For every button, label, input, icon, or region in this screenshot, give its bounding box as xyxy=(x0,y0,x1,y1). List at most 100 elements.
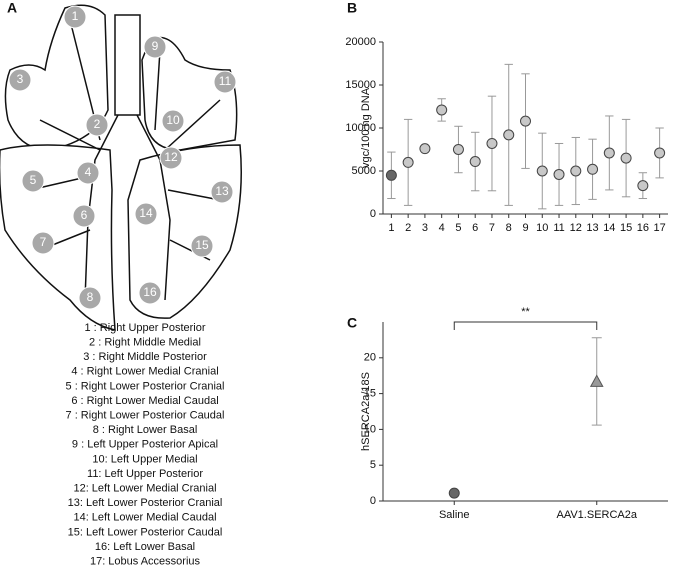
legend-line: 6 : Right Lower Medial Caudal xyxy=(71,395,218,407)
y-tick-label: 20 xyxy=(364,352,376,364)
site-number: 16 xyxy=(143,285,157,299)
site-number: 3 xyxy=(17,72,24,86)
site-number: 7 xyxy=(40,235,47,249)
site-marker xyxy=(210,180,234,204)
x-tick-label: 2 xyxy=(405,222,411,234)
point xyxy=(536,165,548,177)
x-tick-label: 7 xyxy=(489,222,495,234)
point xyxy=(620,152,632,164)
x-tick-label: 16 xyxy=(637,222,649,234)
y-tick-label: 5 xyxy=(370,459,376,471)
site-marker xyxy=(213,70,237,94)
legend-line: 5 : Right Lower Posterior Cranial xyxy=(66,380,225,392)
y-axis-label: hSERCA2a/18S xyxy=(360,372,372,451)
point xyxy=(637,180,649,192)
site-number: 1 xyxy=(72,9,79,23)
site-marker xyxy=(8,68,32,92)
x-tick-label: 4 xyxy=(439,222,445,234)
site-marker xyxy=(134,202,158,226)
x-tick-label: 12 xyxy=(570,222,582,234)
site-marker xyxy=(31,231,55,255)
point xyxy=(448,487,460,499)
site-marker xyxy=(85,113,109,137)
x-tick-label: 13 xyxy=(586,222,598,234)
point xyxy=(402,156,414,168)
legend-line: 12: Left Lower Medial Cranial xyxy=(73,483,216,495)
site-marker xyxy=(72,204,96,228)
point xyxy=(589,374,604,387)
x-tick-label: Saline xyxy=(439,509,470,521)
x-tick-label: 1 xyxy=(388,222,394,234)
legend-line: 3 : Right Middle Posterior xyxy=(83,351,207,363)
point xyxy=(553,168,565,180)
panel-label: C xyxy=(347,315,357,331)
site-number: 13 xyxy=(215,184,229,198)
x-tick-label: 10 xyxy=(536,222,548,234)
x-tick-label: 14 xyxy=(603,222,615,234)
point xyxy=(603,147,615,159)
site-number: 14 xyxy=(139,206,153,220)
point xyxy=(587,163,599,175)
site-marker xyxy=(78,286,102,310)
y-tick-label: 0 xyxy=(370,495,376,507)
y-tick-label: 0 xyxy=(370,208,376,220)
legend-line: 7 : Right Lower Posterior Caudal xyxy=(66,410,225,422)
legend-line: 15: Left Lower Posterior Caudal xyxy=(68,526,223,538)
x-tick-label: AAV1.SERCA2a xyxy=(556,509,637,521)
legend-line: 4 : Right Lower Medial Cranial xyxy=(71,366,218,378)
site-marker xyxy=(143,35,167,59)
point xyxy=(486,137,498,149)
panel-label: B xyxy=(347,0,357,16)
site-marker xyxy=(190,234,214,258)
y-tick-label: 20000 xyxy=(345,36,376,48)
point xyxy=(436,104,448,116)
significance-label: ** xyxy=(521,306,530,318)
site-number: 8 xyxy=(87,290,94,304)
y-axis-label: vgc/100 ng DNA xyxy=(360,87,372,168)
site-number: 6 xyxy=(81,208,88,222)
site-marker xyxy=(159,146,183,170)
x-tick-label: 8 xyxy=(506,222,512,234)
site-marker xyxy=(21,169,45,193)
legend-line: 13: Left Lower Posterior Cranial xyxy=(68,497,223,509)
x-tick-label: 11 xyxy=(553,222,564,234)
x-tick-label: 17 xyxy=(653,222,665,234)
legend-line: 9 : Left Upper Posterior Apical xyxy=(72,439,218,451)
x-tick-label: 3 xyxy=(422,222,428,234)
legend-line: 14: Left Lower Medial Caudal xyxy=(73,512,216,524)
y-tick-label: 15 xyxy=(364,388,376,400)
legend-line: 1 : Right Upper Posterior xyxy=(84,322,205,334)
point xyxy=(503,129,515,141)
chart-c: 0 5 10 15 20 hSERCA2a/18S Saline AAV1.SERCA2a ** xyxy=(360,306,668,521)
y-tick-label: 10000 xyxy=(345,122,376,134)
site-marker xyxy=(76,161,100,185)
site-number: 15 xyxy=(195,238,209,252)
site-number: 5 xyxy=(30,173,37,187)
site-number: 11 xyxy=(219,74,232,88)
x-tick-label: 15 xyxy=(620,222,632,234)
site-marker xyxy=(138,281,162,305)
legend-line: 10: Left Upper Medial xyxy=(92,453,197,465)
site-number: 10 xyxy=(166,113,180,127)
panel-label: A xyxy=(7,0,17,16)
site-number: 9 xyxy=(152,39,159,53)
y-tick-label: 5000 xyxy=(352,165,376,177)
point xyxy=(570,165,582,177)
lung-drawing xyxy=(0,4,242,331)
site-number: 4 xyxy=(85,165,92,179)
x-tick-label: 6 xyxy=(472,222,478,234)
legend-line: 8 : Right Lower Basal xyxy=(93,424,198,436)
point xyxy=(452,144,464,155)
site-marker xyxy=(161,109,185,133)
point xyxy=(469,156,481,168)
x-tick-label: 5 xyxy=(455,222,461,234)
point xyxy=(520,115,531,127)
y-tick-label: 10 xyxy=(364,423,376,435)
legend-line: 16: Left Lower Basal xyxy=(95,541,195,553)
legend-line: 17: Lobus Accessorius xyxy=(90,556,201,568)
point xyxy=(385,169,397,181)
legend-line: 11: Left Upper Posterior xyxy=(87,468,203,480)
site-number: 2 xyxy=(94,117,101,131)
